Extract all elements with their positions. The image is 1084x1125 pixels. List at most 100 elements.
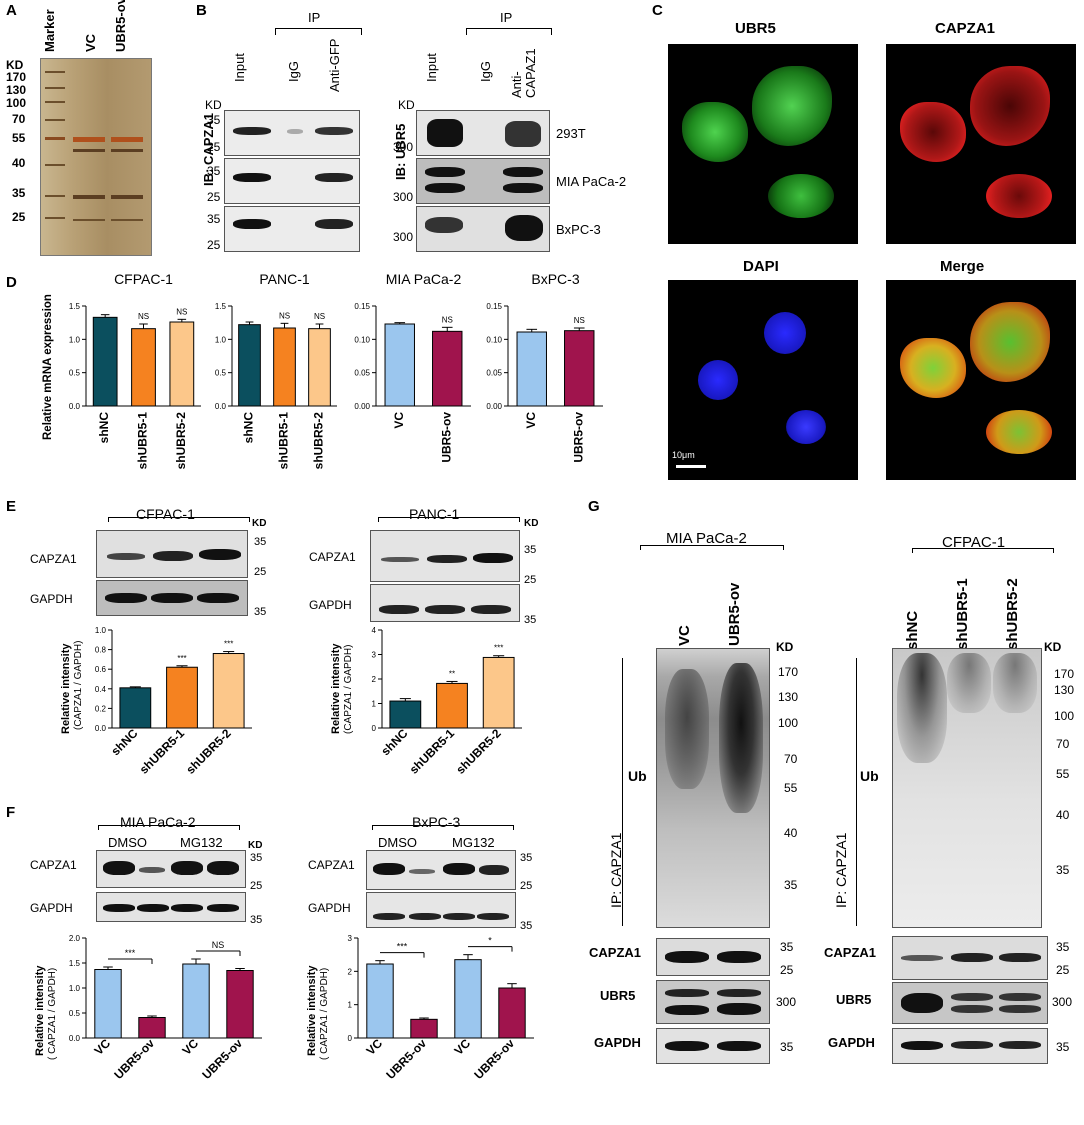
f-blot-gapdh-2 xyxy=(366,892,516,928)
lane-anti-capaz1: Anti- CAPAZ1 xyxy=(509,48,538,98)
e-gapdh-label-2: GAPDH xyxy=(309,598,352,612)
f-ylabel-2b: ( CAPZA1 / GAPDH) xyxy=(319,967,330,1060)
bar xyxy=(169,321,195,407)
f-dmso-2: DMSO xyxy=(378,835,417,850)
category-label: shUBR5-2 xyxy=(312,412,326,470)
g-marker-55-left: 55 xyxy=(784,781,798,795)
panel-label-a: A xyxy=(6,2,17,19)
category-label: UBR5-ov xyxy=(199,1036,245,1082)
e-kd-1: KD xyxy=(252,518,267,529)
comparison-label: * xyxy=(488,936,492,946)
f-bracket-1 xyxy=(98,825,240,830)
g-rm-300-right: 300 xyxy=(1052,995,1073,1009)
g-marker-170-right: 170 xyxy=(1054,667,1075,681)
f-mg132-2: MG132 xyxy=(452,835,495,850)
blot-b-right-3 xyxy=(416,206,550,252)
g-rm-35b-left: 35 xyxy=(780,1040,794,1054)
e-marker-25a: 25 xyxy=(254,566,267,578)
blot-b-left-3 xyxy=(224,206,360,252)
g-rm-35a-right: 35 xyxy=(1056,940,1070,954)
g-kd-right: KD xyxy=(1044,640,1062,654)
bar xyxy=(238,324,261,407)
g-rm-300-left: 300 xyxy=(776,995,797,1009)
bar xyxy=(432,330,463,407)
g-group-mia: MIA PaCa-2 xyxy=(666,530,747,547)
bar xyxy=(564,330,595,407)
kd-label-b: KD xyxy=(205,98,222,112)
micrograph-dapi: 10μm xyxy=(668,280,858,480)
marker-130: 130 xyxy=(6,83,27,97)
title-capza1: CAPZA1 xyxy=(935,20,996,37)
marker-b-300c: 300 xyxy=(393,230,414,244)
ip-label-left: IP xyxy=(308,10,321,25)
chart-title: CFPAC-1 xyxy=(114,271,173,287)
panel-label-e: E xyxy=(6,498,17,515)
marker-b-25b: 25 xyxy=(207,190,221,204)
lane-label-vc: VC xyxy=(83,33,98,52)
g-marker-70-left: 70 xyxy=(784,752,798,766)
y-tick-label: 0.8 xyxy=(95,646,107,655)
marker-b-25a: 25 xyxy=(207,140,221,154)
micrograph-merge xyxy=(886,280,1076,480)
e-marker-35b: 35 xyxy=(254,606,267,618)
y-tick-label: 1.0 xyxy=(69,335,81,344)
category-label: VC xyxy=(451,1036,473,1058)
y-tick-label: 1 xyxy=(372,700,377,709)
scale-bar xyxy=(676,465,706,468)
category-label: shUBR5-1 xyxy=(407,726,458,777)
lane-input-left: Input xyxy=(232,53,247,82)
category-label: VC xyxy=(91,1036,113,1058)
lane-label-ubr5-ov: UBR5-ov xyxy=(113,0,128,52)
e-bracket-1 xyxy=(108,517,250,522)
ip-label-right: IP xyxy=(500,10,513,25)
g-marker-35-left: 35 xyxy=(784,878,798,892)
g-marker-55-right: 55 xyxy=(1056,767,1070,781)
title-merge: Merge xyxy=(940,258,985,275)
g-rm-35a-left: 35 xyxy=(780,940,794,954)
lane-input-right: Input xyxy=(424,53,439,82)
bar xyxy=(212,653,245,729)
y-tick-label: 0.0 xyxy=(69,1034,81,1043)
lane-anti-gfp: Anti-GFP xyxy=(327,38,342,92)
g-marker-35-right: 35 xyxy=(1056,863,1070,877)
chart-e-panc-1: 0 1 2 3 4 shNC ** shUBR5-1 *** shUBR5-2 xyxy=(372,626,522,777)
marker-b-300b: 300 xyxy=(393,190,414,204)
bar xyxy=(454,959,482,1039)
chart-title: PANC-1 xyxy=(259,271,310,287)
y-tick-label: 0.10 xyxy=(354,335,370,344)
f-blot-capza1-2 xyxy=(366,850,516,890)
y-tick-label: 0.0 xyxy=(215,402,227,411)
category-label: shUBR5-2 xyxy=(183,726,234,777)
sig-label: NS xyxy=(442,315,453,324)
f-group-bxpc: BxPC-3 xyxy=(412,814,461,830)
y-tick-label: 2.0 xyxy=(69,934,81,943)
marker-170: 170 xyxy=(6,70,27,84)
panel-label-d: D xyxy=(6,274,17,291)
g-marker-100-right: 100 xyxy=(1054,709,1075,723)
marker-b-35c: 35 xyxy=(207,212,221,226)
f-marker-35d: 35 xyxy=(520,920,533,932)
bar xyxy=(138,1017,166,1039)
chart-title: BxPC-3 xyxy=(531,271,579,287)
silver-stain-gel xyxy=(40,58,152,256)
y-tick-label: 1 xyxy=(348,1001,353,1010)
e-blot-capza1-1 xyxy=(96,530,248,578)
lane-igg-right: IgG xyxy=(478,61,493,82)
kd-label-b-right: KD xyxy=(398,98,415,112)
category-label: shUBR5-1 xyxy=(137,726,188,777)
bar xyxy=(166,666,198,729)
f-dmso-1: DMSO xyxy=(108,835,147,850)
bar xyxy=(119,687,152,729)
marker-70: 70 xyxy=(12,112,26,126)
chart-d-cfpac-1: CFPAC-1 0.0 0.5 1.0 1.5 shNC NS shUBR5-1 NS shUBR… xyxy=(69,271,201,469)
category-label: UBR5-ov xyxy=(383,1036,429,1082)
scale-bar-label: 10μm xyxy=(672,450,695,460)
g-lane-shnc: shNC xyxy=(904,610,921,650)
y-tick-label: 0.00 xyxy=(354,402,370,411)
e-kd-2: KD xyxy=(524,518,539,529)
y-tick-label: 1.0 xyxy=(95,626,107,635)
f-marker-35c: 35 xyxy=(520,852,533,864)
chart-d-panc-1: PANC-1 0.0 0.5 1.0 1.5 shNC NS shUBR5-1 NS shUBR5… xyxy=(215,271,337,470)
e-marker-35c: 35 xyxy=(524,544,537,556)
